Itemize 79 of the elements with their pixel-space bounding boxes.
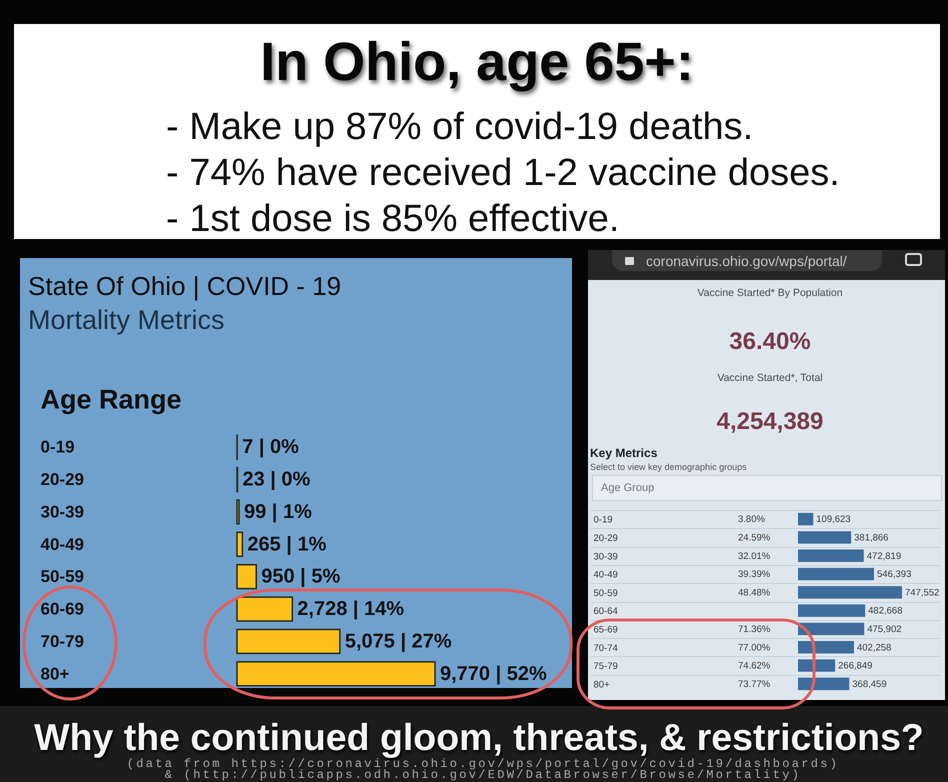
data-label: 950 | 5% [261, 566, 340, 588]
data-label: 472,819 [866, 550, 902, 562]
text: 36.40% [728, 327, 812, 357]
address-bar: coronavirus.ohio.gov/wps/portal/ [588, 250, 945, 280]
data-label: 402,258 [856, 642, 892, 654]
text: Vaccine Started* By Population [696, 286, 844, 301]
text: 48.48% [738, 587, 771, 598]
y-axis-title: Age Group [601, 482, 654, 494]
text: In Ohio, age 65+: [259, 32, 695, 92]
bar [798, 531, 852, 544]
text: 24.59% [738, 532, 771, 544]
text: 73.77% [738, 678, 771, 690]
bar [798, 604, 866, 617]
bar [798, 512, 814, 526]
text: Why the continued gloom, threats, & restrictions? [33, 716, 925, 758]
data-label: 99 | 1% [244, 500, 312, 523]
data-label: 482,668 [868, 606, 902, 617]
bar [798, 641, 854, 654]
text: Vaccine Started*, Total [716, 371, 824, 386]
text: 32.01% [738, 550, 771, 562]
data-label: 5,075 | 27% [344, 630, 452, 652]
y-tick-label: 70-79 [40, 632, 84, 651]
data-label: 9,770 | 52% [440, 662, 548, 685]
y-tick-label: 60-64 [594, 606, 618, 618]
bar [798, 678, 850, 690]
text: 71.36% [738, 624, 771, 635]
y-tick-label: 80+ [594, 679, 610, 690]
y-tick-label: 65-69 [594, 624, 618, 636]
y-tick-label: 20-29 [40, 470, 84, 490]
data-label: 381,866 [854, 532, 888, 544]
y-tick-label: 0-19 [40, 438, 75, 457]
text: - 74% have received 1-2 vaccine doses. [166, 151, 840, 196]
bar [236, 499, 240, 525]
text: 3.80% [738, 514, 766, 526]
text: 4,254,389 [716, 407, 824, 437]
text: - 1st dose is 85% effective. [166, 197, 620, 242]
data-label: 265 | 1% [247, 533, 327, 556]
chart-title: State Of Ohio | COVID - 19 [28, 271, 342, 301]
bar [798, 550, 864, 562]
bar [236, 596, 294, 622]
y-tick-label: 40-49 [594, 570, 618, 581]
y-tick-label: 20-29 [594, 532, 618, 544]
y-tick-label: 80+ [40, 664, 70, 684]
y-tick-label: 50-59 [594, 588, 618, 599]
data-label: 109,623 [816, 514, 851, 526]
data-label: 546,393 [877, 569, 912, 580]
text: Key Metrics [590, 446, 658, 460]
data-label: 747,552 [905, 587, 940, 598]
select-field: Age Group [592, 475, 942, 501]
bar [236, 661, 436, 687]
data-label: 368,459 [852, 678, 887, 690]
y-axis-title: Age Range [40, 384, 182, 414]
bar [236, 564, 258, 590]
data-label: 475,902 [867, 624, 902, 635]
bar [798, 622, 864, 636]
data-label: 23 | 0% [242, 468, 311, 491]
bar [236, 628, 341, 654]
text: 39.39% [738, 569, 771, 580]
text: Select to view key demographic groups [590, 462, 748, 472]
y-tick-label: 0-19 [594, 514, 613, 526]
y-tick-label: 30-39 [40, 502, 84, 522]
y-tick-label: 30-39 [594, 551, 618, 562]
data-label: 266,849 [838, 660, 872, 672]
data-label: 7 | 0% [242, 436, 300, 458]
text: & (http://publicapps.odh.ohio.gov/EDW/DataBrowser/Browse/Mortality) [164, 768, 802, 782]
data-label: 2,728 | 14% [297, 598, 404, 620]
chart-subtitle: Mortality Metrics [28, 305, 225, 335]
y-tick-label: 60-69 [40, 600, 84, 619]
text: - Make up 87% of covid-19 deaths. [166, 105, 754, 150]
text: 74.62% [738, 660, 771, 672]
y-tick-label: 70-74 [594, 642, 618, 654]
bar [798, 586, 902, 599]
y-tick-label: 75-79 [594, 661, 618, 672]
text: 77.00% [738, 642, 771, 654]
bar [236, 532, 244, 558]
y-tick-label: 50-59 [40, 567, 84, 586]
y-tick-label: 40-49 [40, 534, 84, 554]
bar [798, 659, 836, 672]
bar [798, 568, 874, 580]
